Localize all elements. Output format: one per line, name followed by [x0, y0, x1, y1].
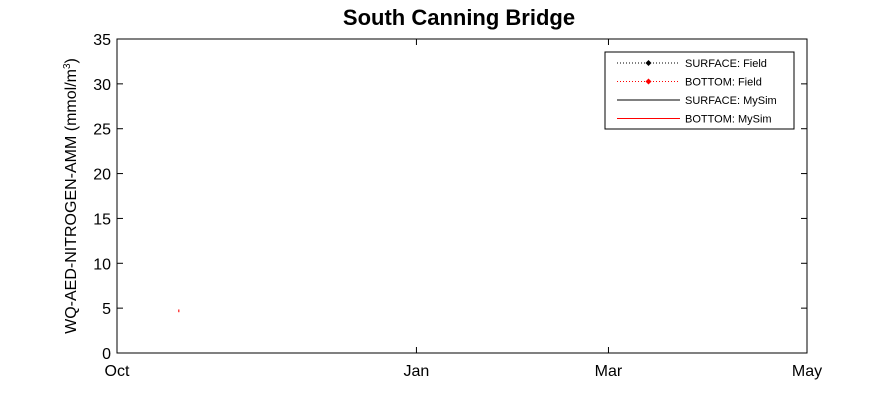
- y-tick-label: 5: [102, 301, 111, 318]
- x-tick-label: Jan: [404, 363, 430, 380]
- legend-label: BOTTOM: MySim: [685, 114, 772, 126]
- series-point: [178, 309, 180, 311]
- chart-title: South Canning Bridge: [343, 5, 575, 30]
- y-tick-label: 10: [93, 256, 111, 273]
- y-tick-label: 35: [93, 32, 111, 49]
- y-axis-label-superscript: 3: [62, 63, 73, 69]
- y-tick-label: 0: [102, 346, 111, 363]
- legend: SURFACE: Field BOTTOM: Field SURFACE: MySi…: [604, 51, 795, 130]
- legend-box: [604, 51, 795, 130]
- x-axis: Oct Jan Mar May: [105, 39, 822, 380]
- y-axis-label-main: WQ-AED-NITROGEN-AMM (mmol/m: [63, 69, 80, 334]
- legend-label: BOTTOM: Field: [685, 77, 762, 89]
- y-tick-label: 15: [93, 211, 111, 228]
- y-axis-label-close: ): [63, 58, 80, 63]
- x-tick-label: May: [792, 363, 822, 380]
- y-axis-label: WQ-AED-NITROGEN-AMM (mmol/m3): [62, 58, 80, 334]
- legend-marker: [645, 78, 652, 85]
- y-tick-label: 20: [93, 167, 111, 184]
- x-tick-label: Mar: [595, 363, 623, 380]
- y-tick-label: 30: [93, 77, 111, 94]
- x-tick-label: Oct: [105, 363, 130, 380]
- y-tick-label: 25: [93, 122, 111, 139]
- legend-marker: [645, 60, 652, 66]
- legend-label: SURFACE: Field: [685, 58, 767, 70]
- y-axis: 0 5 10 15 20 25 30 35: [93, 32, 807, 363]
- legend-label: SURFACE: MySim: [685, 95, 777, 107]
- series-point: [178, 311, 180, 313]
- series-layer: [178, 309, 180, 313]
